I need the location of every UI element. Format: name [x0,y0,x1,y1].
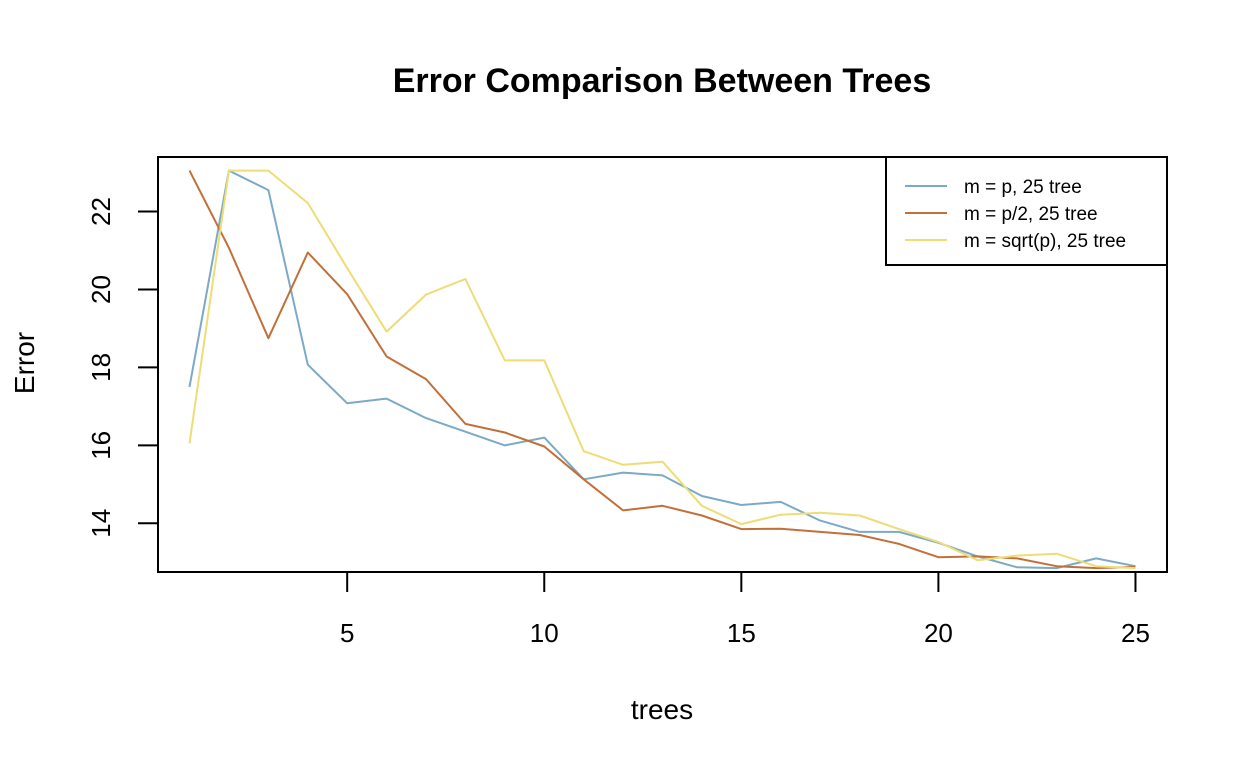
legend-label: m = sqrt(p), 25 tree [964,231,1126,252]
y-tick-label: 16 [86,431,116,460]
y-tick-label: 22 [86,197,116,226]
series-layer [188,169,1136,570]
x-tick-label: 20 [924,618,953,648]
x-axis-label: trees [631,694,693,725]
y-tick-label: 18 [86,353,116,382]
legend: m = p, 25 tree m = p/2, 25 tree m = sqrt(p… [885,156,1168,266]
x-tick-label: 5 [340,618,354,648]
x-tick-label: 15 [727,618,756,648]
legend-label: m = p, 25 tree [964,177,1082,198]
y-axis-label: Error [9,332,40,394]
x-tick-label: 25 [1121,618,1150,648]
chart-title: Error Comparison Between Trees [393,62,932,100]
y-tick-label: 14 [86,509,116,538]
x-tick-label: 10 [530,618,559,648]
y-axis: 14 16 18 20 22 [86,197,159,538]
legend-label: m = p/2, 25 tree [964,204,1098,225]
y-tick-label: 20 [86,275,116,304]
legend-box [885,156,1168,266]
series-line-2 [188,170,1136,570]
x-axis: 5 10 15 20 25 [340,571,1150,648]
series-line-3 [188,169,1136,570]
